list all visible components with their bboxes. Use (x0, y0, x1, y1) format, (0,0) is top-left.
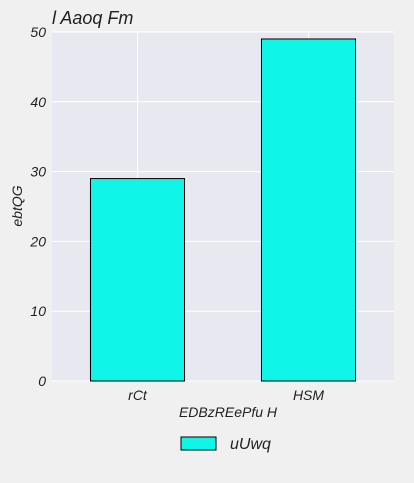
y-tick-label: 0 (38, 373, 46, 389)
bar-rCt (89, 178, 186, 382)
y-tick-label: 50 (30, 24, 46, 40)
x-axis-label: EDBzREePfu H (179, 404, 278, 420)
legend-label: uUwq (230, 436, 271, 453)
y-tick-label: 10 (30, 303, 46, 319)
y-tick-label: 30 (30, 164, 46, 180)
x-axis-ticks: rCt HSM (128, 387, 324, 403)
y-axis-ticks: 0 10 20 30 40 50 (29, 24, 46, 389)
y-tick-label: 40 (30, 94, 46, 110)
y-tick-label: 20 (29, 233, 46, 249)
y-axis-label: ebtQG (9, 185, 25, 226)
chart-title: l Aaoq Fm (52, 8, 133, 28)
bars (89, 38, 357, 382)
legend: uUwq (180, 436, 271, 453)
x-tick-label: rCt (128, 387, 148, 403)
bar-HSM (260, 38, 357, 382)
legend-swatch (180, 436, 217, 451)
x-tick-label: HSM (293, 387, 324, 403)
